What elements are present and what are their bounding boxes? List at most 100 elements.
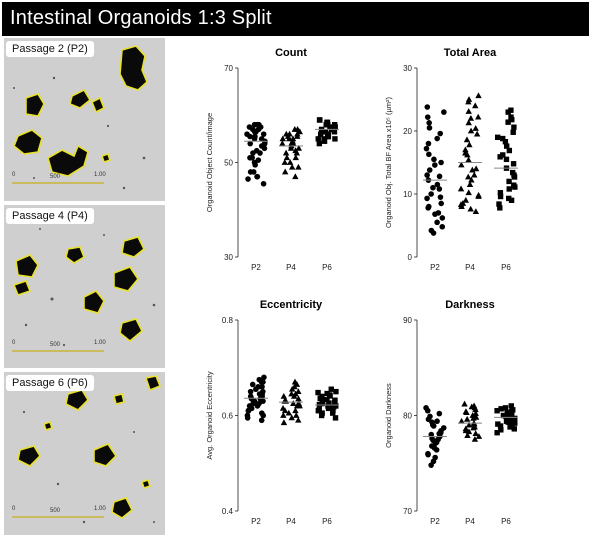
data-point-p6 [505, 419, 512, 425]
data-point-p2 [245, 407, 252, 414]
data-point-p4 [464, 432, 471, 438]
data-point-p6 [500, 135, 506, 142]
data-point-p6 [319, 400, 325, 407]
data-point-p6 [505, 119, 511, 125]
data-point-p4 [283, 154, 291, 161]
data-point-p6 [510, 407, 516, 413]
y-tick-label: 20 [403, 127, 412, 136]
data-point-p6 [512, 420, 518, 426]
data-point-p2 [433, 439, 440, 446]
data-point-p2 [431, 156, 437, 163]
data-point-p4 [466, 181, 474, 187]
data-point-p2 [434, 135, 440, 142]
data-point-p6 [317, 131, 324, 137]
chart-title-darkness: Darkness [445, 299, 495, 311]
data-point-p4 [293, 412, 300, 418]
data-point-p4 [470, 424, 477, 431]
data-point-p4 [475, 191, 482, 198]
data-point-p6 [509, 422, 515, 428]
scale-label-1: 1.00 [94, 506, 106, 512]
micrograph-p4-image: 0 500 1.00 [12, 228, 156, 352]
data-point-p6 [332, 399, 338, 405]
data-point-p2 [439, 223, 446, 230]
data-point-p2 [425, 451, 431, 458]
data-point-p6 [504, 143, 510, 149]
data-point-p6 [497, 205, 503, 211]
data-point-p4 [462, 149, 469, 156]
x-category-label: P4 [465, 263, 475, 272]
data-point-p6 [494, 408, 500, 414]
data-point-p2 [260, 131, 267, 137]
data-point-p6 [495, 421, 501, 427]
data-point-p2 [432, 454, 438, 461]
data-point-p2 [423, 145, 430, 152]
chart-title-eccentricity: Eccentricity [260, 299, 323, 311]
y-tick-label: 80 [403, 412, 412, 421]
data-point-p2 [255, 384, 261, 390]
y-tick-label: 50 [224, 159, 233, 168]
data-point-p2 [249, 381, 256, 388]
x-category-label: P6 [501, 517, 511, 526]
y-axis-label: Organoid Obj. Total BF Area x10⁵ (µm²) [384, 96, 393, 228]
y-tick-label: 70 [224, 64, 233, 73]
data-point-p6 [319, 393, 325, 400]
y-axis-label: Avg. Organoid Eccentricity [205, 371, 214, 459]
data-point-p2 [251, 159, 258, 166]
data-point-p4 [474, 113, 482, 120]
data-point-p6 [508, 197, 515, 203]
data-point-p2 [251, 121, 258, 128]
data-point-p2 [260, 180, 267, 187]
data-point-p4 [283, 130, 290, 137]
x-category-label: P6 [322, 263, 332, 272]
data-point-p4 [458, 161, 465, 168]
data-point-p6 [496, 201, 502, 207]
data-point-p2 [261, 140, 268, 147]
x-category-label: P4 [286, 263, 296, 272]
data-point-p6 [506, 186, 512, 192]
y-axis-label: Organoid Object Count/image [205, 113, 214, 212]
data-point-p2 [441, 109, 447, 115]
data-point-p6 [315, 389, 321, 396]
data-point-p2 [424, 172, 430, 178]
data-point-p4 [457, 201, 465, 208]
data-point-p2 [251, 136, 258, 142]
data-point-p2 [437, 130, 444, 137]
data-point-p2 [426, 167, 433, 173]
data-point-p4 [280, 419, 288, 426]
data-point-p4 [472, 430, 479, 437]
data-point-p2 [438, 159, 444, 166]
data-point-p2 [258, 417, 265, 424]
data-point-p2 [258, 136, 265, 142]
scale-label-1: 1.00 [94, 172, 106, 178]
data-point-p6 [495, 134, 501, 140]
data-point-p2 [440, 425, 447, 431]
y-tick-label: 30 [224, 253, 233, 262]
data-point-p6 [321, 136, 327, 142]
data-point-p6 [504, 409, 510, 416]
title-banner: Intestinal Organoids 1:3 Split [2, 2, 589, 36]
chart-title-count: Count [275, 47, 307, 59]
scale-label-500: 500 [50, 508, 61, 514]
data-point-p4 [280, 393, 287, 399]
data-point-p6 [333, 403, 339, 409]
data-point-p6 [319, 410, 325, 416]
data-point-p4 [475, 433, 483, 439]
data-point-p4 [458, 417, 465, 424]
data-point-p6 [328, 386, 334, 392]
data-point-p6 [511, 172, 517, 178]
data-point-p4 [292, 154, 299, 161]
data-point-p4 [472, 208, 480, 215]
data-point-p2 [258, 379, 265, 385]
data-point-p2 [428, 227, 435, 234]
data-point-p6 [324, 390, 330, 397]
data-point-p4 [469, 412, 476, 418]
data-point-p2 [436, 430, 443, 437]
x-category-label: P6 [322, 517, 332, 526]
data-point-p6 [508, 403, 515, 409]
y-tick-label: 0 [408, 253, 413, 262]
data-point-p4 [472, 102, 479, 109]
data-point-p2 [261, 374, 267, 381]
micrograph-p2-image: 0 500 1.00 [12, 45, 148, 190]
data-point-p2 [437, 194, 444, 200]
data-point-p6 [498, 406, 504, 412]
